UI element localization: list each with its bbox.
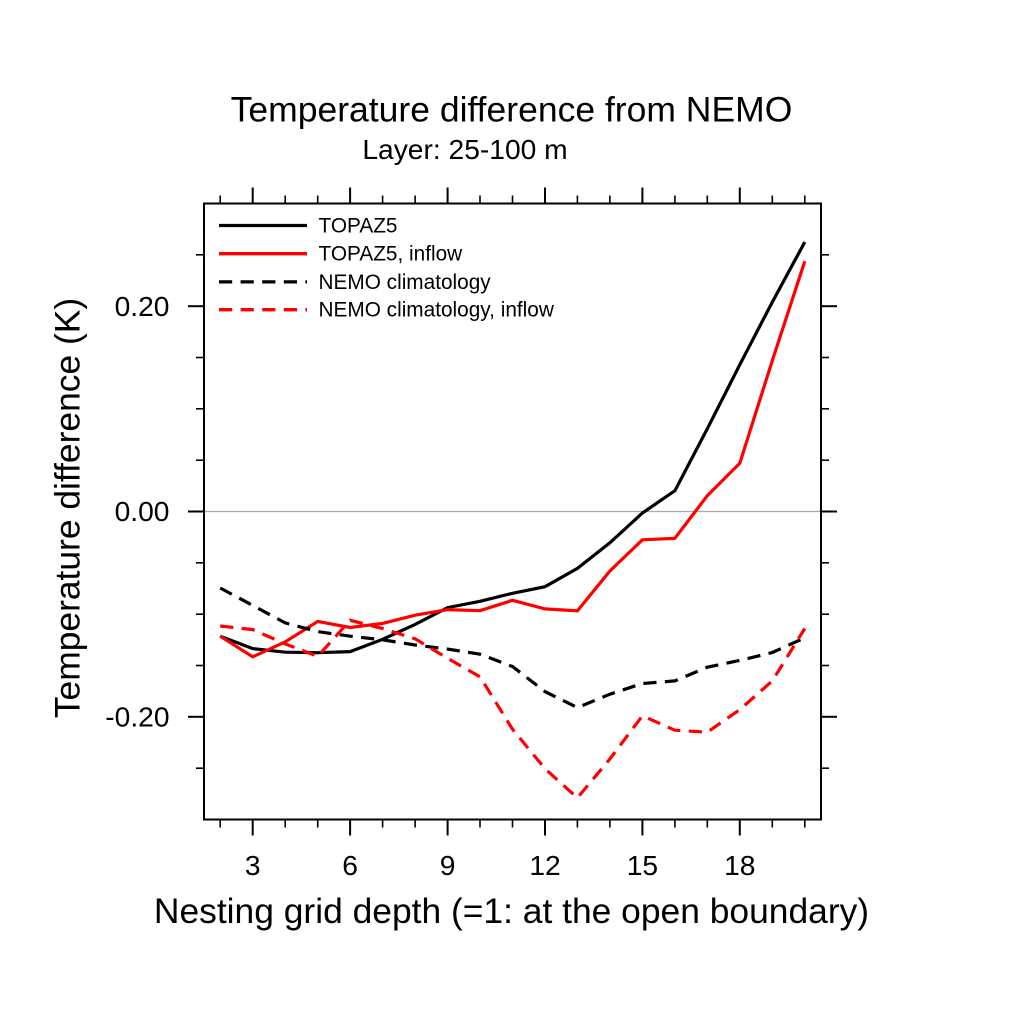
svg-text:12: 12 [529, 849, 560, 881]
svg-text:Layer: 25-100 m: Layer: 25-100 m [362, 133, 567, 165]
svg-text:Temperature difference from NE: Temperature difference from NEMO [231, 90, 793, 130]
svg-text:0.00: 0.00 [115, 495, 170, 527]
svg-text:9: 9 [440, 849, 456, 881]
svg-text:15: 15 [627, 849, 658, 881]
svg-text:0.20: 0.20 [115, 290, 170, 322]
svg-text:6: 6 [342, 849, 358, 881]
svg-text:Temperature difference (K): Temperature difference (K) [48, 298, 88, 718]
svg-text:3: 3 [245, 849, 261, 881]
svg-text:Nesting grid depth (=1: at the: Nesting grid depth (=1: at the open boun… [154, 891, 869, 931]
svg-text:-0.20: -0.20 [105, 701, 169, 733]
svg-text:TOPAZ5, inflow: TOPAZ5, inflow [319, 243, 464, 266]
svg-text:TOPAZ5: TOPAZ5 [319, 215, 398, 238]
svg-text:NEMO climatology, inflow: NEMO climatology, inflow [319, 299, 555, 322]
svg-text:18: 18 [724, 849, 755, 881]
svg-text:NEMO climatology: NEMO climatology [319, 271, 492, 294]
